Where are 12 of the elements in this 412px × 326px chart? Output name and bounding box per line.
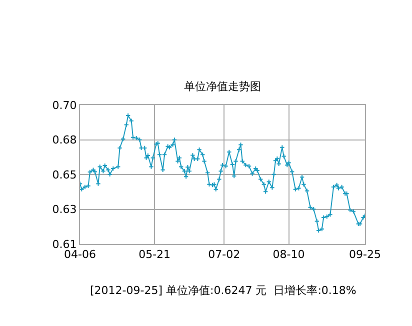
chart-title: 单位净值走势图	[184, 80, 261, 93]
y-tick-label: 0.65	[52, 168, 77, 182]
y-tick-label: 0.63	[52, 203, 77, 216]
y-tick-label: 0.70	[52, 98, 77, 112]
text: [2012-09-25] 单位净值:0.6247 元 日增长率:0.18%	[90, 284, 356, 297]
x-tick-label: 09-25	[349, 248, 381, 262]
x-tick-label: 07-02	[208, 248, 240, 262]
y-tick-label: 0.68	[52, 134, 77, 147]
x-tick-label: 05-21	[138, 248, 171, 262]
x-tick-label: 04-06	[64, 248, 96, 262]
y-tick-label: 0.61	[52, 238, 77, 251]
x-tick-label: 08-10	[272, 248, 305, 262]
